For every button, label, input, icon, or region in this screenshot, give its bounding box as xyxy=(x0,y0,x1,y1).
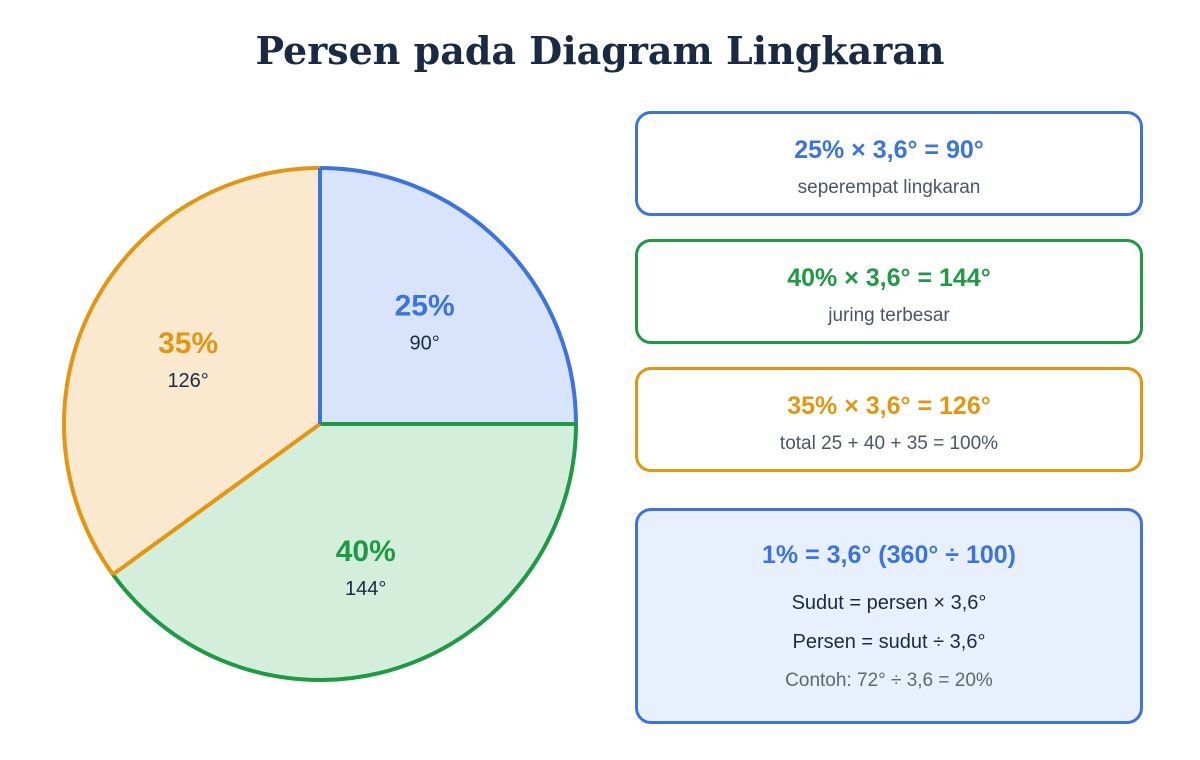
equation-card-40: 40% × 3,6° = 144° juring terbesar xyxy=(635,239,1143,344)
slice-percent-label-25: 25% xyxy=(395,289,455,322)
equation-35: 35% × 3,6° = 126° xyxy=(787,392,991,420)
pie-slices xyxy=(63,168,576,680)
pie-arc-35 xyxy=(62,166,321,576)
pie-arc-25 xyxy=(319,166,578,425)
slice-degree-label-40: 144° xyxy=(345,578,386,600)
page-title: Persen pada Diagram Lingkaran xyxy=(255,28,945,73)
pie-borders xyxy=(62,166,578,682)
equation-40: 40% × 3,6° = 144° xyxy=(787,264,991,292)
slice-percent-label-35: 35% xyxy=(158,327,218,360)
pie-slice-40 xyxy=(112,424,576,680)
note-40: juring terbesar xyxy=(828,305,950,326)
info-example: Contoh: 72° ÷ 3,6 = 20% xyxy=(785,670,993,691)
info-equation: 1% = 3,6° (360° ÷ 100) xyxy=(761,541,1016,569)
pie-labels: 25% 90° 40% 144° 35% 126° xyxy=(158,289,455,599)
equation-25: 25% × 3,6° = 90° xyxy=(794,136,984,164)
pie-chart: 25% 90° 40% 144° 35% 126° xyxy=(62,166,578,682)
note-25: seperempat lingkaran xyxy=(797,177,981,198)
pie-arc-40 xyxy=(111,423,578,682)
slice-percent-label-40: 40% xyxy=(336,535,396,568)
pie-divider-40 xyxy=(111,422,322,577)
info-card: 1% = 3,6° (360° ÷ 100) Sudut = persen × … xyxy=(635,508,1143,724)
info-rule-percent: Persen = sudut ÷ 3,6° xyxy=(792,631,986,653)
note-35: total 25 + 40 + 35 = 100% xyxy=(779,433,999,454)
equation-card-35: 35% × 3,6° = 126° total 25 + 40 + 35 = 1… xyxy=(635,367,1143,472)
equation-card-25: 25% × 3,6° = 90° seperempat lingkaran xyxy=(635,111,1143,216)
slice-degree-label-25: 90° xyxy=(410,332,440,354)
info-rule-angle: Sudut = persen × 3,6° xyxy=(791,592,987,614)
pie-slice-35 xyxy=(63,168,320,575)
slice-degree-label-35: 126° xyxy=(167,370,208,392)
pie-slice-25 xyxy=(320,168,576,424)
